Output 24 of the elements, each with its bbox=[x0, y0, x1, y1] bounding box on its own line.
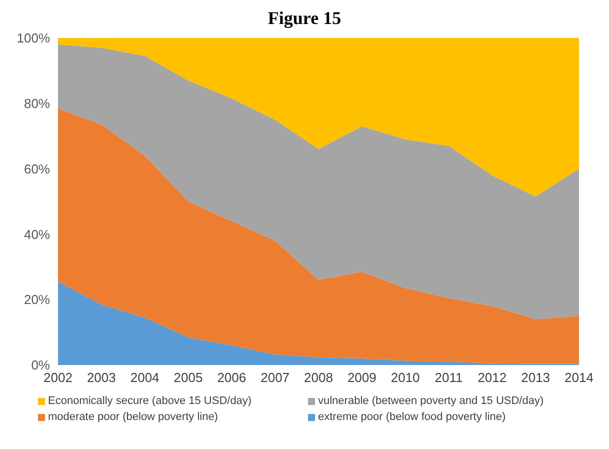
legend-label: moderate poor (below poverty line) bbox=[48, 411, 218, 423]
x-tick-label: 2014 bbox=[564, 370, 594, 386]
x-tick-label: 2009 bbox=[347, 370, 376, 386]
x-tick-label: 2004 bbox=[130, 370, 160, 386]
x-tick-label: 2007 bbox=[260, 370, 290, 386]
y-tick-label: 60% bbox=[24, 161, 50, 176]
y-tick-label: 40% bbox=[24, 226, 50, 242]
x-tick-label: 2012 bbox=[478, 370, 507, 386]
legend-label: vulnerable (between poverty and 15 USD/day) bbox=[318, 395, 544, 407]
x-tick-label: 2013 bbox=[521, 370, 550, 386]
x-tick-label: 2002 bbox=[44, 370, 72, 386]
x-tick-label: 2011 bbox=[434, 370, 463, 386]
chart-title: Figure 15 bbox=[266, 8, 342, 30]
x-tick-label: 2006 bbox=[217, 370, 246, 386]
legend-label: Economically secure (above 15 USD/day) bbox=[48, 395, 252, 407]
y-tick-label: 20% bbox=[24, 292, 50, 308]
legend-label: extreme poor (below food poverty line) bbox=[318, 411, 506, 423]
x-tick-label: 2003 bbox=[86, 370, 116, 386]
x-tick-label: 2010 bbox=[390, 370, 420, 386]
y-tick-label: 80% bbox=[24, 96, 50, 112]
x-tick-label: 2005 bbox=[174, 370, 203, 386]
y-tick-label: 100% bbox=[16, 30, 50, 46]
x-tick-label: 2008 bbox=[304, 370, 333, 386]
y-tick-label: 0% bbox=[31, 358, 50, 373]
